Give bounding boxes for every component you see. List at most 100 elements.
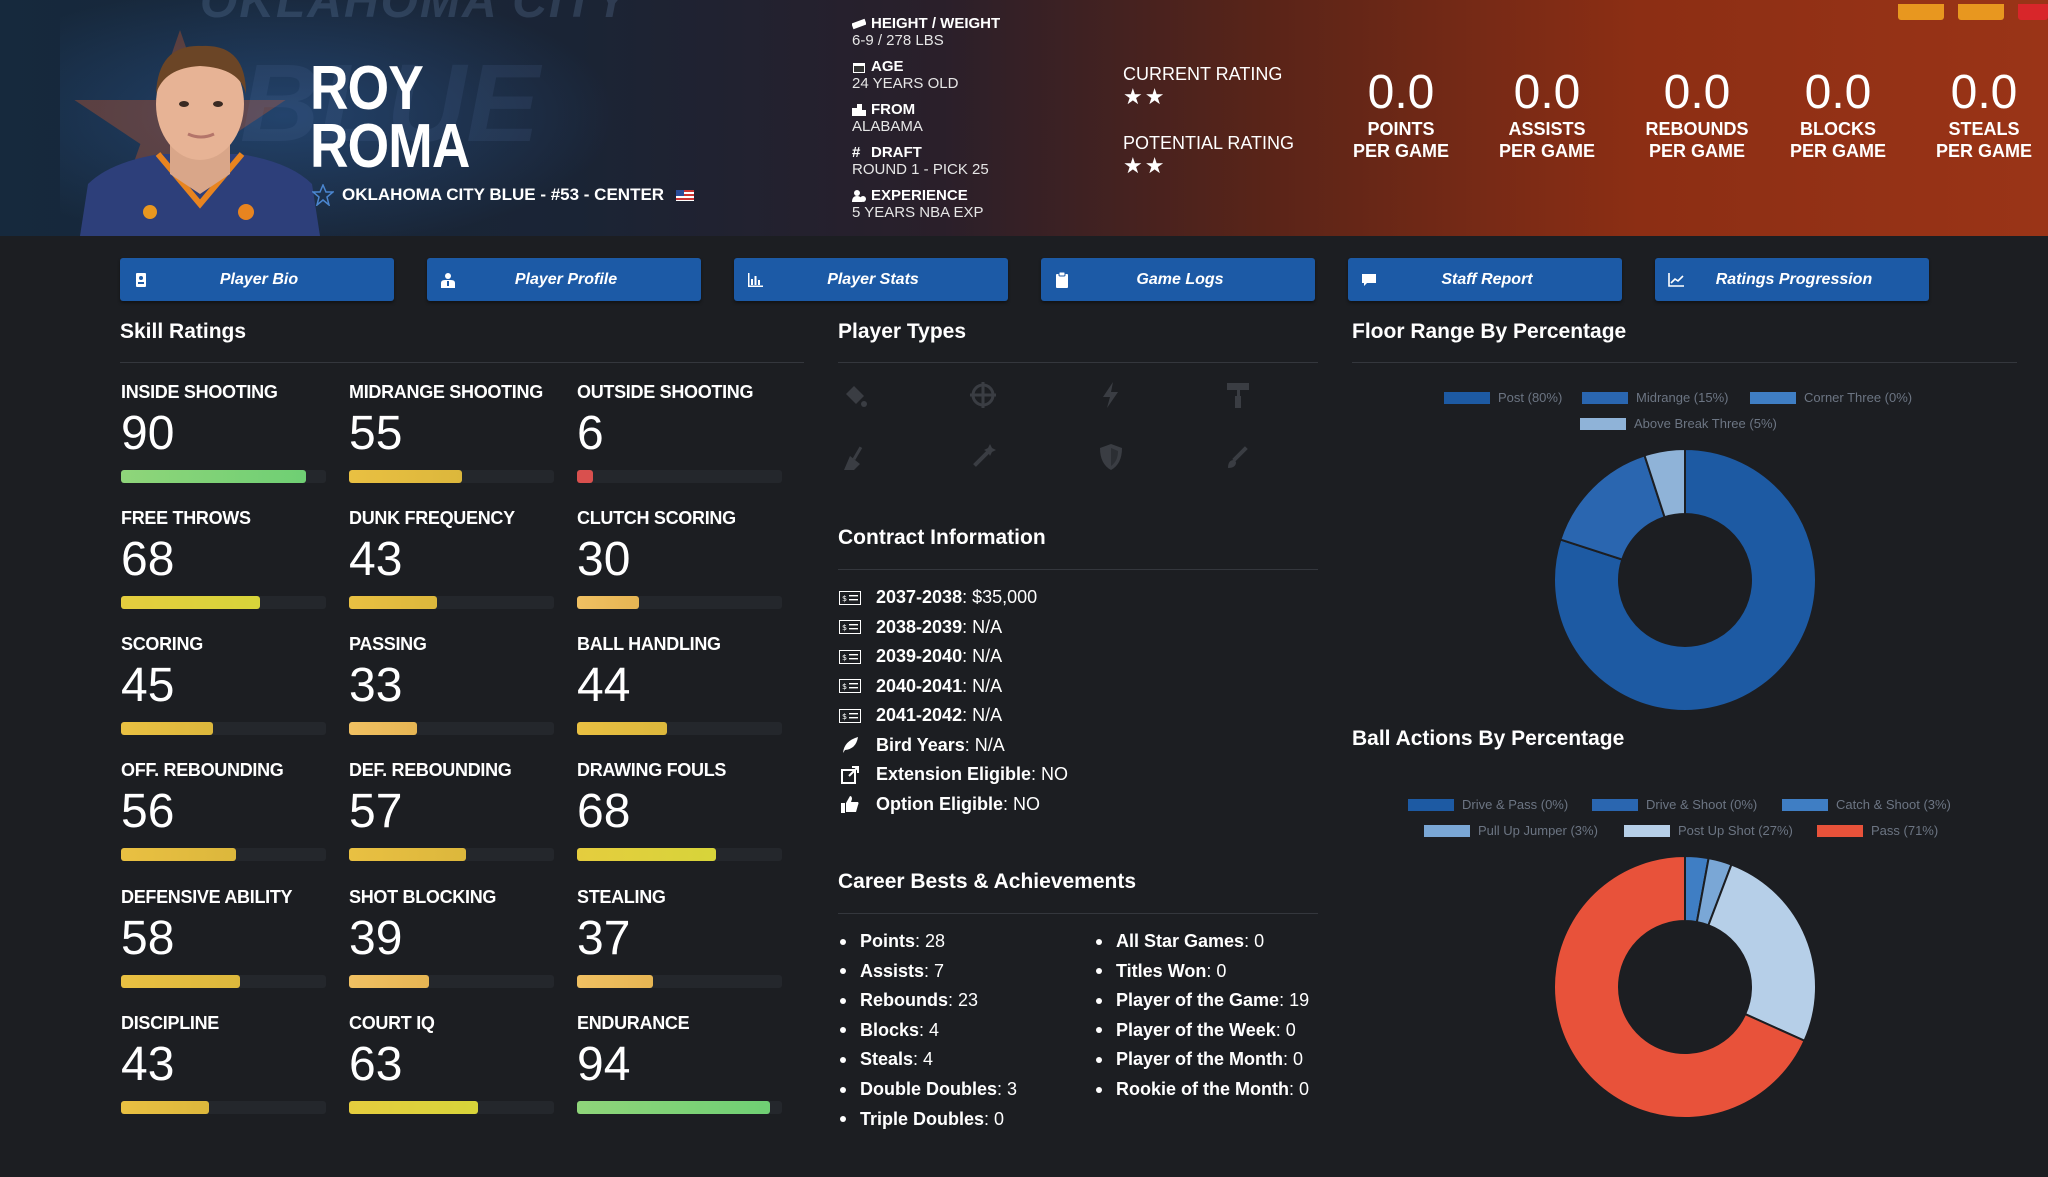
bio-label: AGE bbox=[871, 58, 904, 75]
stat-rebounds: 0.0 REBOUNDS PER GAME bbox=[1622, 68, 1772, 162]
contract-row: Bird Years: N/A bbox=[838, 735, 1005, 756]
skill-ratings-divider bbox=[120, 362, 804, 363]
career-divider bbox=[838, 913, 1318, 914]
bio-draft: # DRAFT ROUND 1 - PICK 25 bbox=[852, 144, 989, 178]
bio-value: 24 YEARS OLD bbox=[852, 75, 959, 92]
skill-value: 90 bbox=[121, 407, 175, 460]
floor-range-donut-chart bbox=[1553, 447, 1817, 712]
donut-slice-post[interactable] bbox=[1553, 447, 1817, 712]
bio-value: 5 YEARS NBA EXP bbox=[852, 204, 984, 221]
tab-player-profile[interactable]: Player Profile bbox=[427, 258, 701, 301]
donut-slice-pass[interactable] bbox=[1553, 854, 1806, 1119]
bio-label: HEIGHT / WEIGHT bbox=[871, 15, 1001, 32]
achievement-value: : 23 bbox=[948, 990, 979, 1011]
achievement-value: : 4 bbox=[913, 1049, 934, 1070]
previous-player-button[interactable] bbox=[1898, 4, 1944, 20]
star-icon: ★ bbox=[1144, 153, 1167, 178]
donut-slice-above-break-three[interactable] bbox=[1643, 447, 1686, 519]
skill-bar-fill bbox=[577, 848, 717, 861]
skill-bar-fill bbox=[349, 470, 462, 483]
tab-label: Player Profile bbox=[514, 270, 618, 288]
legend-swatch bbox=[1424, 824, 1470, 837]
legend-label: Midrange (15%) bbox=[1636, 390, 1729, 405]
stat-label: PER GAME bbox=[1648, 141, 1745, 161]
broom-icon bbox=[844, 446, 863, 470]
legend-item[interactable]: Drive & Pass (0%) bbox=[1408, 797, 1568, 812]
tab-label: Player Stats bbox=[827, 270, 919, 288]
skill-value: 33 bbox=[349, 659, 403, 712]
stat-value: 0.0 bbox=[1663, 66, 1731, 119]
legend-item[interactable]: Post Up Shot (27%) bbox=[1624, 823, 1793, 838]
stat-label: PER GAME bbox=[1498, 141, 1595, 161]
achievement-label: Rookie of the Month bbox=[1116, 1079, 1289, 1099]
skill-value: 63 bbox=[349, 1038, 403, 1091]
stat-label: PER GAME bbox=[1789, 141, 1886, 161]
legend-swatch bbox=[1782, 798, 1828, 811]
bullet-icon bbox=[840, 997, 846, 1004]
money-bill-icon: $ bbox=[838, 677, 862, 695]
legend-item[interactable]: Corner Three (0%) bbox=[1750, 390, 1912, 405]
skill-name: CLUTCH SCORING bbox=[577, 508, 736, 528]
legend-item[interactable]: Midrange (15%) bbox=[1582, 390, 1729, 405]
tab-staff-report[interactable]: Staff Report bbox=[1348, 258, 1622, 301]
bullet-icon bbox=[1096, 968, 1102, 975]
legend-swatch bbox=[1580, 417, 1626, 430]
achievement-value: : 0 bbox=[984, 1108, 1005, 1129]
tab-game-logs[interactable]: Game Logs bbox=[1041, 258, 1315, 301]
skill-value: 57 bbox=[349, 785, 403, 838]
team-watermark: OKLAHOMA CITY bbox=[200, 0, 630, 28]
contract-value: : N/A bbox=[962, 646, 1003, 666]
legend-item[interactable]: Pull Up Jumper (3%) bbox=[1424, 823, 1598, 838]
legend-swatch bbox=[1817, 824, 1863, 837]
comment-icon bbox=[1362, 273, 1376, 286]
bullet-icon bbox=[840, 1027, 846, 1034]
skill-court-iq: COURT IQ 63 bbox=[349, 1013, 559, 1114]
stat-blocks: 0.0 BLOCKS PER GAME bbox=[1763, 68, 1913, 162]
achievement-item: Triple Doubles : 0 bbox=[840, 1109, 1004, 1130]
contract-text: 2039-2040: N/A bbox=[876, 646, 1002, 667]
contract-value: : N/A bbox=[962, 675, 1003, 696]
tab-label: Staff Report bbox=[1441, 270, 1533, 288]
player-header: OKLAHOMA CITY BLUE ROY ROMA OKLAHOMA CIT… bbox=[0, 0, 2048, 236]
skill-midrange-shooting: MIDRANGE SHOOTING 55 bbox=[349, 382, 559, 483]
bullet-icon bbox=[1096, 1056, 1102, 1063]
skill-bar-fill bbox=[577, 722, 668, 735]
skill-bar-fill bbox=[577, 975, 653, 988]
stat-value: 0.0 bbox=[1804, 66, 1872, 119]
donut-slice-post-up-shot[interactable] bbox=[1707, 863, 1817, 1043]
stat-label: PER GAME bbox=[1935, 141, 2032, 161]
skill-endurance: ENDURANCE 94 bbox=[577, 1013, 787, 1114]
bio-label: FROM bbox=[871, 101, 916, 118]
skill-value: 68 bbox=[121, 533, 175, 586]
achievement-item: Player of the Game : 19 bbox=[1096, 990, 1309, 1011]
contract-value: : N/A bbox=[962, 616, 1003, 637]
skill-bar-fill bbox=[121, 848, 236, 861]
career-title: Career Bests & Achievements bbox=[838, 870, 1137, 893]
skill-bar-fill bbox=[121, 722, 214, 735]
skill-bar-track bbox=[349, 848, 554, 861]
next-player-button[interactable] bbox=[1958, 4, 2004, 20]
tab-player-bio[interactable]: Player Bio bbox=[120, 258, 394, 301]
contract-text: Extension Eligible: NO bbox=[876, 764, 1068, 785]
achievement-label: Assists bbox=[860, 960, 925, 981]
tab-player-stats[interactable]: Player Stats bbox=[734, 258, 1008, 301]
skill-ball-handling: BALL HANDLING 44 bbox=[577, 634, 787, 735]
legend-item[interactable]: Drive & Shoot (0%) bbox=[1592, 797, 1757, 812]
close-button[interactable] bbox=[2018, 4, 2048, 20]
legend-item[interactable]: Catch & Shoot (3%) bbox=[1782, 797, 1951, 812]
legend-item[interactable]: Pass (71%) bbox=[1817, 823, 1938, 838]
crosshair-icon bbox=[970, 382, 996, 408]
achievement-item: Steals : 4 bbox=[840, 1049, 933, 1070]
contract-value: : $35,000 bbox=[962, 587, 1038, 607]
skill-bar-fill bbox=[349, 596, 438, 609]
skill-value: 94 bbox=[577, 1038, 631, 1091]
legend-item[interactable]: Post (80%) bbox=[1444, 390, 1562, 405]
legend-swatch bbox=[1444, 391, 1490, 404]
skill-passing: PASSING 33 bbox=[349, 634, 559, 735]
tab-ratings-progression[interactable]: Ratings Progression bbox=[1655, 258, 1929, 301]
skill-value: 43 bbox=[349, 533, 403, 586]
contract-value: : N/A bbox=[962, 705, 1003, 725]
legend-item[interactable]: Above Break Three (5%) bbox=[1580, 416, 1777, 431]
achievement-value: : 3 bbox=[997, 1079, 1018, 1099]
achievement-value: : 19 bbox=[1279, 990, 1310, 1011]
